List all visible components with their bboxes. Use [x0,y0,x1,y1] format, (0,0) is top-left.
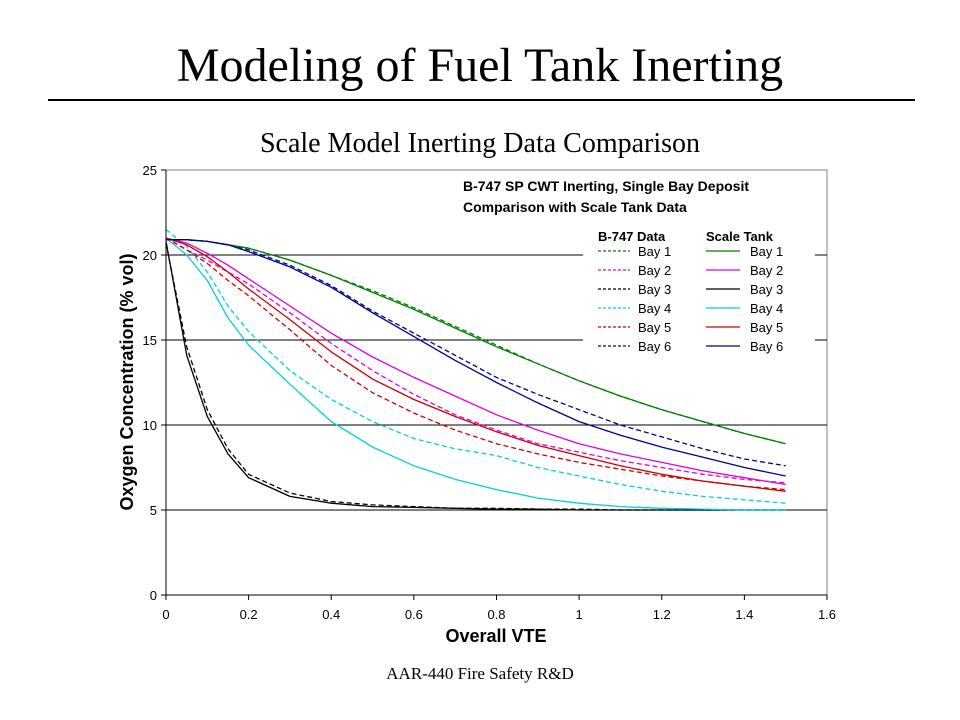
x-axis-title: Overall VTE [445,626,546,646]
series-line-scale-tank-bay-3 [165,241,786,511]
legend-label-scale-tank-3: Bay 3 [750,282,783,297]
y-tick-label-1: 5 [150,503,157,518]
series-line-scale-tank-bay-4 [165,237,786,511]
series-line-scale-tank-bay-2 [165,237,786,486]
legend-label-scale-tank-2: Bay 2 [750,263,783,278]
legend-label-scale-tank-4: Bay 4 [750,301,783,316]
legend-label-b747-5: Bay 5 [638,320,671,335]
x-tick-label-5: 1 [576,607,583,622]
series-line-b747-bay-5 [165,237,786,491]
legend-header-b747: B-747 Data [598,229,666,244]
x-tick-label-1: 0.2 [240,607,258,622]
title-underline [48,99,915,101]
legend-label-b747-3: Bay 3 [638,282,671,297]
y-tick-label-5: 25 [143,163,157,178]
series-line-b747-bay-4 [165,228,786,504]
series-line-scale-tank-bay-5 [165,237,786,492]
legend-box [583,227,815,357]
x-tick-label-7: 1.4 [735,607,753,622]
series-line-scale-tank-bay-6 [166,239,786,477]
footer-text: AAR-440 Fire Safety R&D [386,664,574,683]
y-tick-label-0: 0 [150,588,157,603]
x-tick-label-0: 0 [162,607,169,622]
legend-label-scale-tank-1: Bay 1 [750,244,783,259]
x-tick-label-3: 0.6 [405,607,423,622]
legend-label-b747-6: Bay 6 [638,339,671,354]
legend-label-b747-2: Bay 2 [638,263,671,278]
x-tick-label-6: 1.2 [653,607,671,622]
legend-header-scale-tank: Scale Tank [706,229,774,244]
chart-annotation-line-2: Comparison with Scale Tank Data [463,199,687,215]
legend-label-scale-tank-6: Bay 6 [750,339,783,354]
x-tick-label-4: 0.8 [487,607,505,622]
legend-label-scale-tank-5: Bay 5 [750,320,783,335]
chart-annotation-line-1: B-747 SP CWT Inerting, Single Bay Deposi… [463,178,749,194]
x-tick-label-2: 0.4 [322,607,340,622]
slide-title: Modeling of Fuel Tank Inerting [176,39,784,92]
y-tick-label-3: 15 [143,333,157,348]
legend-label-b747-4: Bay 4 [638,301,671,316]
x-tick-label-8: 1.6 [818,607,836,622]
legend: B-747 Data Scale Tank Bay 1 Bay 1 Bay 2 Bay… [583,227,815,357]
y-axis-title: Oxygen Concentration (% vol) [117,253,137,510]
chart-subtitle: Scale Model Inerting Data Comparison [259,128,701,159]
legend-label-b747-1: Bay 1 [638,244,671,259]
y-tick-label-2: 10 [143,418,157,433]
y-tick-label-4: 20 [143,248,157,263]
